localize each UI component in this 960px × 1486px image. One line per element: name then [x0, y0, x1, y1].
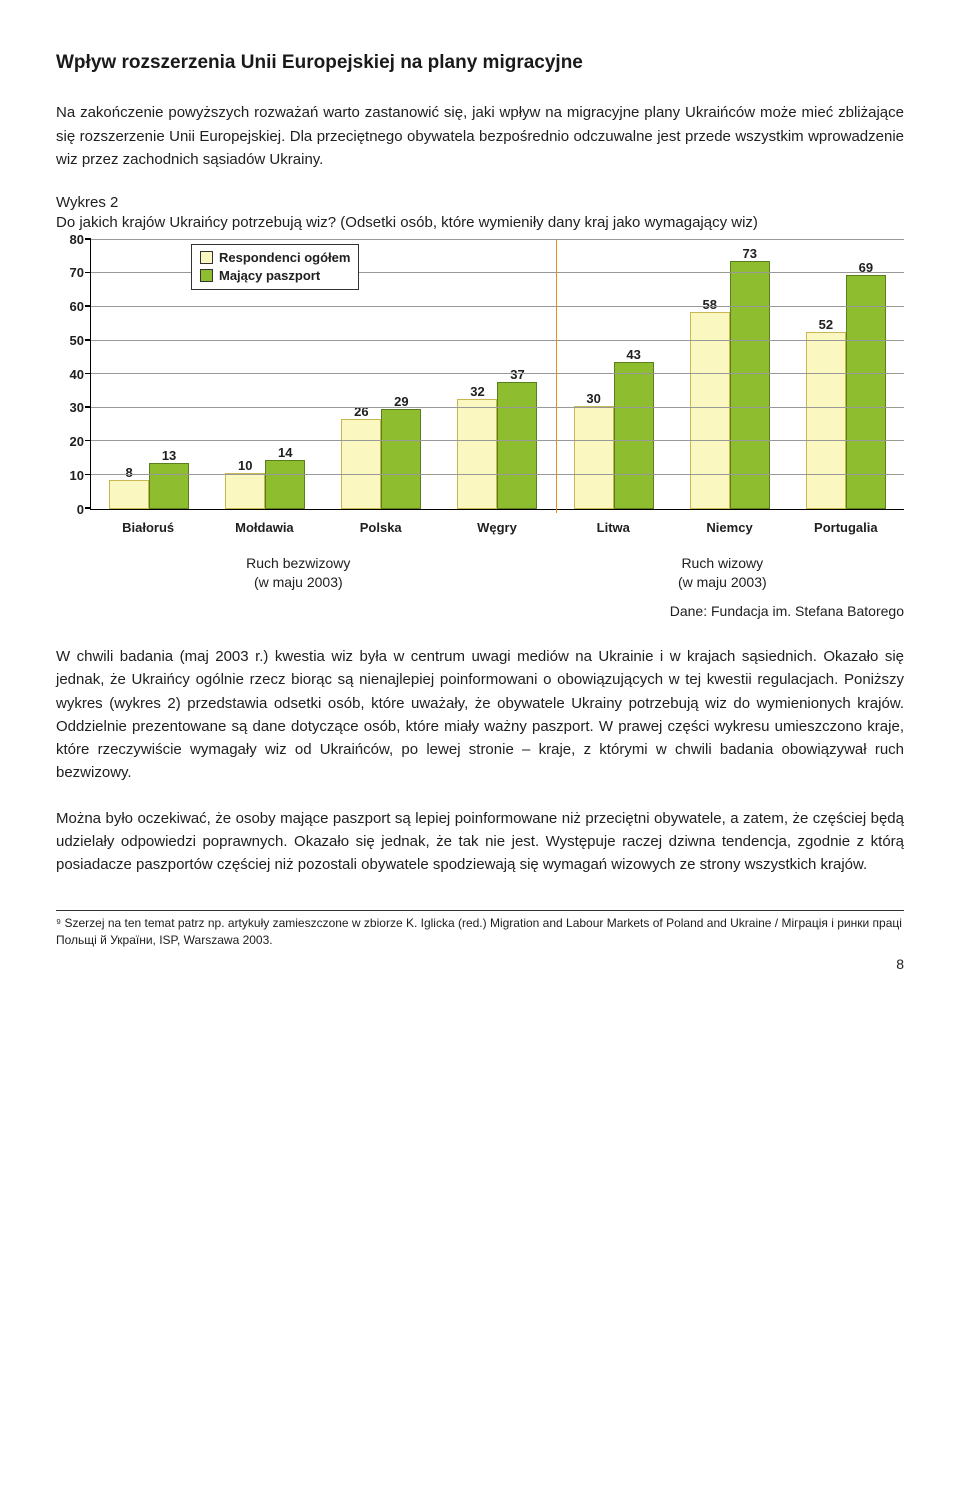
sub-caption-left: Ruch bezwizowy (w maju 2003) [56, 554, 541, 592]
bar-series1: 32 [457, 399, 497, 509]
bar-group: 3237 [439, 240, 555, 509]
y-axis: 01020304050607080 [56, 240, 88, 510]
paragraph-2: W chwili badania (maj 2003 r.) kwestia w… [56, 645, 904, 785]
x-axis-labels: BiałoruśMołdawiaPolskaWęgryLitwaNiemcyPo… [90, 512, 904, 540]
footnote-9: ⁹ Szerzej na ten temat patrz np. artykuł… [56, 915, 904, 947]
bar-value-label: 37 [498, 365, 536, 385]
sub-caption-right-a: Ruch wizowy [681, 555, 763, 571]
y-tick-label: 10 [70, 466, 84, 486]
bar-series1: 52 [806, 332, 846, 509]
bar-series2: 14 [265, 460, 305, 509]
paragraph-3: Można było oczekiwać, że osoby mające pa… [56, 807, 904, 877]
grid-line [91, 474, 904, 475]
bar-series2: 37 [497, 382, 537, 508]
x-axis-label: Portugalia [788, 512, 904, 540]
legend-swatch [200, 251, 213, 264]
bar-series2: 43 [614, 362, 654, 509]
y-tick-label: 40 [70, 365, 84, 385]
bar-value-label: 8 [110, 463, 148, 483]
bar-series1: 10 [225, 473, 265, 509]
chart-wykres-2: 01020304050607080 8131014262932373043587… [56, 240, 904, 540]
y-tick-label: 50 [70, 331, 84, 351]
y-tick-label: 30 [70, 398, 84, 418]
bar-value-label: 52 [807, 315, 845, 335]
plot-area: 813101426293237304358735269 Respondenci … [90, 240, 904, 510]
x-axis-label: Węgry [439, 512, 555, 540]
bar-group: 813 [91, 240, 207, 509]
bar-series2: 13 [149, 463, 189, 509]
x-axis-label: Litwa [555, 512, 671, 540]
bar-series2: 73 [730, 261, 770, 508]
x-axis-label: Mołdawia [206, 512, 322, 540]
chart-caption-line1: Wykres 2 [56, 194, 118, 211]
x-axis-label: Niemcy [671, 512, 787, 540]
bar-series1: 26 [341, 419, 381, 508]
data-source: Dane: Fundacja im. Stefana Batorego [56, 601, 904, 623]
sub-caption-left-b: (w maju 2003) [254, 574, 343, 590]
bar-series1: 30 [574, 406, 614, 509]
grid-line [91, 407, 904, 408]
sub-caption-right: Ruch wizowy (w maju 2003) [541, 554, 904, 592]
x-axis-label: Białoruś [90, 512, 206, 540]
bar-value-label: 13 [150, 446, 188, 466]
grid-line [91, 373, 904, 374]
bar-series1: 8 [109, 480, 149, 509]
legend-label: Respondenci ogółem [219, 249, 350, 267]
bar-value-label: 43 [615, 345, 653, 365]
bar-value-label: 69 [847, 258, 885, 278]
bar-series1: 58 [690, 312, 730, 509]
y-tick-label: 0 [77, 500, 84, 520]
chart-sub-captions: Ruch bezwizowy (w maju 2003) Ruch wizowy… [56, 554, 904, 592]
section-title: Wpływ rozszerzenia Unii Europejskiej na … [56, 48, 904, 77]
grid-line [91, 306, 904, 307]
y-tick-label: 80 [70, 230, 84, 250]
footnote-rule [56, 910, 904, 911]
bar-group: 3043 [556, 240, 672, 509]
chart-caption-line2: Do jakich krajów Ukraińcy potrzebują wiz… [56, 214, 758, 231]
bar-value-label: 58 [691, 295, 729, 315]
page-number: 8 [56, 954, 904, 976]
grid-line [91, 340, 904, 341]
bar-value-label: 32 [458, 382, 496, 402]
legend-label: Mający paszport [219, 267, 320, 285]
bar-value-label: 73 [731, 244, 769, 264]
legend-swatch [200, 269, 213, 282]
chart-divider [556, 240, 558, 513]
sub-caption-right-b: (w maju 2003) [678, 574, 767, 590]
legend-item: Respondenci ogółem [200, 249, 350, 267]
bar-group: 5873 [672, 240, 788, 509]
legend: Respondenci ogółemMający paszport [191, 244, 359, 290]
bar-series2: 29 [381, 409, 421, 509]
grid-line [91, 239, 904, 240]
bar-value-label: 29 [382, 392, 420, 412]
paragraph-1: Na zakończenie powyższych rozważań warto… [56, 101, 904, 171]
sub-caption-left-a: Ruch bezwizowy [246, 555, 350, 571]
bar-value-label: 14 [266, 443, 304, 463]
chart-caption: Wykres 2 Do jakich krajów Ukraińcy potrz… [56, 193, 904, 234]
bar-value-label: 26 [342, 402, 380, 422]
y-tick-label: 20 [70, 432, 84, 452]
x-axis-label: Polska [323, 512, 439, 540]
legend-item: Mający paszport [200, 267, 350, 285]
grid-line [91, 440, 904, 441]
y-tick-label: 70 [70, 263, 84, 283]
bar-group: 52 69 [788, 240, 904, 509]
y-tick-label: 60 [70, 297, 84, 317]
